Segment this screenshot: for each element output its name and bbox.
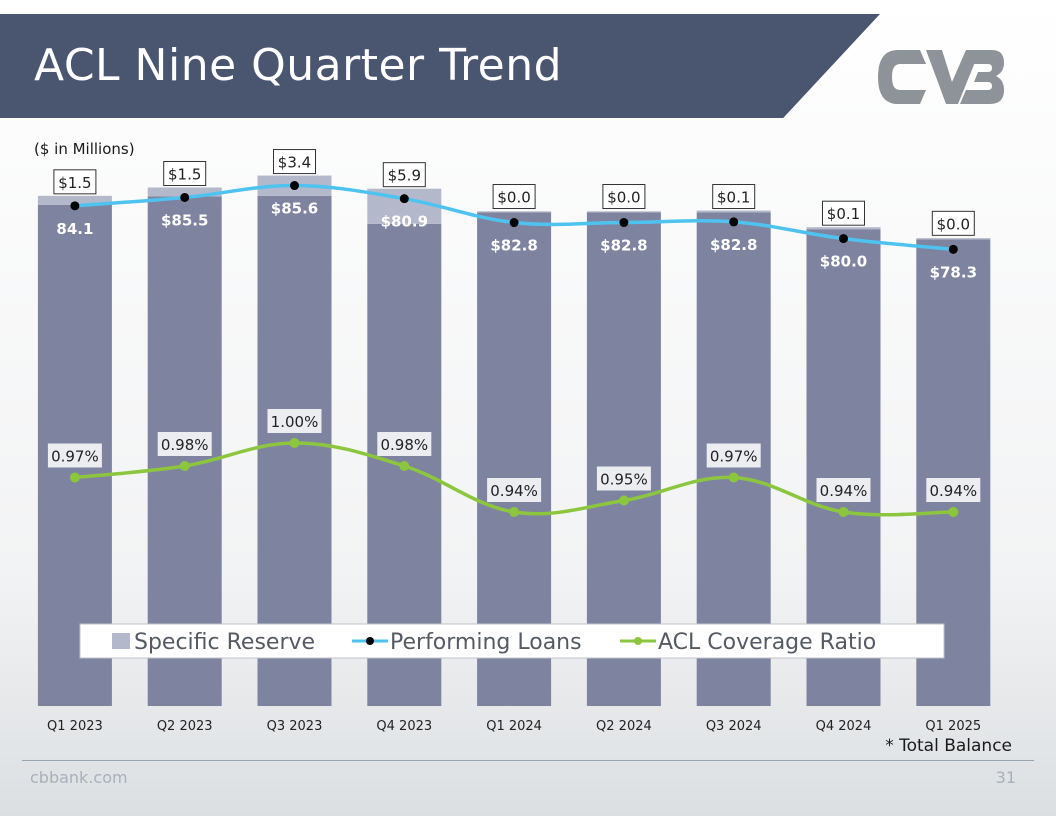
acl-coverage-point (728, 472, 739, 483)
bar-performing-loans (257, 195, 332, 706)
specific-reserve-label-box (492, 184, 536, 210)
performing-loans-label: $85.6 (271, 200, 318, 218)
specific-reserve-label: $1.5 (58, 174, 91, 192)
acl-coverage-label: 0.94% (929, 482, 977, 500)
specific-reserve-label: $1.5 (168, 165, 201, 183)
performing-loans-point (509, 218, 519, 228)
x-tick-label: Q3 2024 (706, 719, 762, 734)
acl-coverage-label: 0.94% (820, 482, 868, 500)
footnote: * Total Balance (885, 736, 1012, 756)
specific-reserve-label-box (53, 169, 97, 195)
bar-specific-reserve (586, 211, 661, 213)
specific-reserve-label-box (382, 162, 426, 188)
acl-coverage-label: 0.97% (51, 448, 99, 466)
performing-loans-point (729, 217, 739, 227)
acl-coverage-label: 0.98% (161, 436, 209, 454)
bar-specific-reserve (696, 210, 771, 213)
performing-loans-point (948, 244, 958, 254)
x-tick-label: Q4 2024 (816, 719, 872, 734)
footer-divider (22, 760, 1034, 761)
bar-specific-reserve (37, 195, 112, 205)
specific-reserve-label: $0.0 (937, 215, 970, 233)
performing-loans-label: $82.8 (490, 237, 537, 255)
x-tick-label: Q4 2023 (376, 719, 432, 734)
acl-coverage-point (399, 461, 410, 471)
acl-coverage-label: 0.98% (380, 436, 428, 454)
specific-reserve-label-box (712, 184, 756, 210)
performing-loans-label: $85.5 (161, 211, 208, 229)
legend-entry: Performing Loans (390, 630, 582, 655)
specific-reserve-label-box (602, 184, 646, 210)
legend-box (79, 623, 945, 659)
acl-coverage-label-box (47, 443, 102, 468)
acl-coverage-point (179, 461, 190, 471)
performing-loans-label: 84.1 (56, 220, 93, 238)
performing-loans-point (180, 192, 190, 202)
x-tick-label: Q3 2023 (267, 719, 323, 734)
performing-loans-point (839, 234, 848, 244)
performing-loans-point (399, 194, 409, 204)
acl-coverage-label-box (816, 478, 871, 502)
specific-reserve-label-box (273, 149, 316, 175)
footer-site: cbbank.com (30, 768, 128, 787)
x-tick-label: Q2 2024 (596, 719, 652, 734)
acl-coverage-point (289, 438, 300, 448)
specific-reserve-label-box (822, 200, 865, 226)
specific-reserve-label: $5.9 (388, 167, 421, 185)
specific-reserve-label: $0.1 (717, 189, 750, 207)
acl-coverage-point (618, 495, 629, 506)
acl-coverage-label-box (706, 443, 761, 468)
specific-reserve-label: $0.0 (607, 189, 640, 207)
acl-coverage-label: 0.94% (490, 482, 538, 500)
x-tick-label: Q1 2024 (486, 719, 542, 734)
legend-entry: Specific Reserve (134, 630, 315, 655)
legend-marker-acl-coverage (634, 637, 642, 645)
bar-specific-reserve (806, 227, 881, 230)
acl-coverage-label: 0.97% (710, 448, 758, 466)
acl-coverage-label-box (377, 432, 432, 456)
specific-reserve-label: $0.0 (497, 189, 530, 207)
performing-loans-label: $82.8 (600, 237, 647, 255)
legend-swatch-specific-reserve (112, 633, 130, 649)
acl-coverage-label: 1.00% (271, 413, 319, 431)
page-title: ACL Nine Quarter Trend (34, 40, 563, 91)
acl-coverage-point (509, 507, 520, 517)
specific-reserve-label: $0.1 (827, 205, 860, 223)
bar-specific-reserve (916, 238, 991, 240)
x-tick-label: Q1 2023 (47, 719, 103, 734)
x-tick-label: Q2 2023 (157, 719, 213, 734)
acl-coverage-label-box (596, 466, 651, 491)
acl-coverage-label-box (926, 478, 981, 502)
performing-loans-label: $78.3 (930, 263, 977, 281)
legend-entry: ACL Coverage Ratio (658, 630, 876, 655)
acl-coverage-point (838, 507, 849, 517)
performing-loans-point (619, 218, 629, 228)
specific-reserve-label-box (931, 210, 975, 236)
specific-reserve-label: $3.4 (278, 154, 311, 172)
performing-loans-label: $80.9 (381, 213, 428, 231)
performing-loans-label: $82.8 (710, 236, 757, 254)
legend-marker-performing-loans (366, 637, 374, 645)
performing-loans-point (70, 201, 80, 211)
acl-coverage-label-box (487, 478, 542, 502)
header-band (0, 14, 880, 118)
acl-coverage-label-box (157, 432, 212, 456)
bar-specific-reserve (477, 211, 552, 213)
page-number: 31 (995, 768, 1016, 787)
acl-coverage-label: 0.95% (600, 471, 648, 489)
acl-coverage-label-box (267, 409, 322, 433)
performing-loans-point (290, 181, 299, 191)
x-tick-label: Q1 2025 (925, 719, 981, 734)
units-note: ($ in Millions) (34, 140, 135, 158)
performing-loans-label: $80.0 (820, 253, 867, 271)
specific-reserve-label-box (163, 160, 207, 186)
cvb-logo-icon (878, 50, 1004, 104)
bar-specific-reserve (147, 187, 222, 197)
acl-coverage-point (948, 507, 959, 517)
acl-coverage-point (69, 472, 80, 483)
